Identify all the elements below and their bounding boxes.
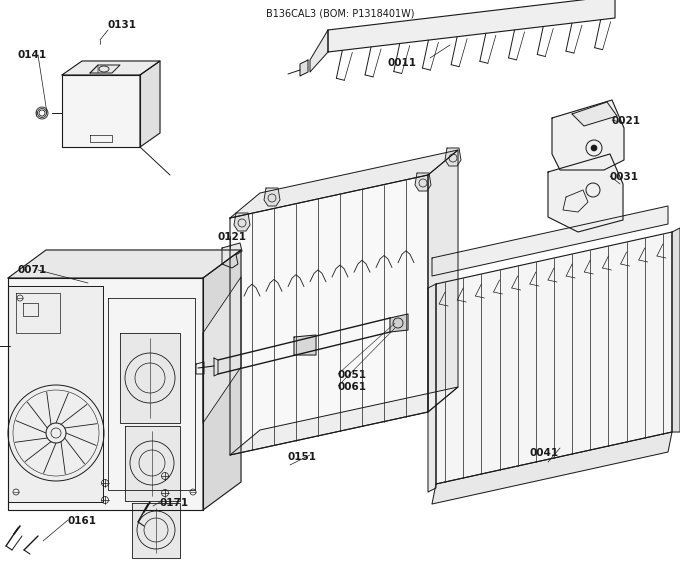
Text: 0031: 0031 <box>610 172 639 182</box>
Polygon shape <box>62 75 140 147</box>
Polygon shape <box>8 250 241 278</box>
Polygon shape <box>432 206 668 276</box>
Polygon shape <box>230 175 428 455</box>
Polygon shape <box>62 61 160 75</box>
Polygon shape <box>445 148 461 166</box>
Polygon shape <box>548 154 623 232</box>
Text: 0041: 0041 <box>530 448 559 458</box>
Polygon shape <box>120 333 180 423</box>
Polygon shape <box>428 284 436 492</box>
Polygon shape <box>214 358 218 376</box>
Text: 0071: 0071 <box>18 265 47 275</box>
Polygon shape <box>436 232 672 484</box>
Polygon shape <box>552 100 624 170</box>
Text: 0121: 0121 <box>218 232 247 242</box>
Text: 0151: 0151 <box>288 452 317 462</box>
Polygon shape <box>125 426 180 501</box>
Polygon shape <box>672 228 680 432</box>
Polygon shape <box>230 150 458 218</box>
Circle shape <box>591 145 597 151</box>
Text: 0051: 0051 <box>338 370 367 380</box>
Polygon shape <box>8 286 103 502</box>
Polygon shape <box>230 387 458 455</box>
Polygon shape <box>203 250 241 510</box>
Polygon shape <box>203 277 241 423</box>
Text: 0021: 0021 <box>612 116 641 126</box>
Polygon shape <box>132 503 180 558</box>
Polygon shape <box>196 362 204 374</box>
Polygon shape <box>428 150 458 412</box>
Polygon shape <box>415 173 431 191</box>
Polygon shape <box>432 432 672 504</box>
Polygon shape <box>390 314 408 332</box>
Polygon shape <box>140 61 160 147</box>
Text: B136CAL3 (BOM: P1318401W): B136CAL3 (BOM: P1318401W) <box>266 8 414 18</box>
Polygon shape <box>264 188 280 206</box>
Polygon shape <box>328 0 615 52</box>
Polygon shape <box>8 278 203 510</box>
Text: 0061: 0061 <box>338 382 367 392</box>
Polygon shape <box>572 102 617 126</box>
Polygon shape <box>300 60 308 76</box>
Text: 0011: 0011 <box>388 58 417 68</box>
Polygon shape <box>294 335 316 355</box>
Text: 0161: 0161 <box>68 516 97 526</box>
Polygon shape <box>234 213 250 231</box>
Polygon shape <box>222 243 242 268</box>
Polygon shape <box>90 65 120 73</box>
Text: 0131: 0131 <box>108 20 137 30</box>
Polygon shape <box>310 30 328 72</box>
Text: 0141: 0141 <box>18 50 47 60</box>
Text: 0171: 0171 <box>160 498 189 508</box>
